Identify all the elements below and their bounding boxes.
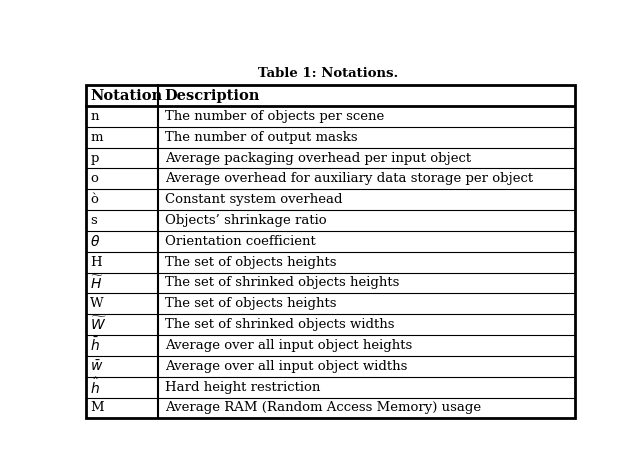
Text: Average RAM (Random Access Memory) usage: Average RAM (Random Access Memory) usage	[164, 401, 481, 415]
Text: p: p	[90, 152, 99, 164]
Text: $\theta$: $\theta$	[90, 234, 100, 249]
Text: Average overhead for auxiliary data storage per object: Average overhead for auxiliary data stor…	[164, 172, 532, 185]
Text: Description: Description	[164, 88, 260, 103]
Text: The set of objects heights: The set of objects heights	[164, 256, 336, 269]
Text: The number of output masks: The number of output masks	[164, 131, 357, 144]
Text: Average over all input object widths: Average over all input object widths	[164, 360, 407, 373]
Text: s: s	[90, 214, 97, 227]
Text: $\widetilde{W}$: $\widetilde{W}$	[90, 316, 108, 333]
Text: Average over all input object heights: Average over all input object heights	[164, 339, 412, 352]
Text: Average packaging overhead per input object: Average packaging overhead per input obj…	[164, 152, 470, 164]
Text: The set of shrinked objects heights: The set of shrinked objects heights	[164, 276, 399, 289]
Text: W: W	[90, 297, 104, 310]
Text: Constant system overhead: Constant system overhead	[164, 193, 342, 206]
Text: n: n	[90, 110, 99, 123]
Text: Objects’ shrinkage ratio: Objects’ shrinkage ratio	[164, 214, 326, 227]
Text: The set of shrinked objects widths: The set of shrinked objects widths	[164, 318, 394, 331]
Text: M: M	[90, 401, 104, 415]
Text: The set of objects heights: The set of objects heights	[164, 297, 336, 310]
Text: $\widetilde{H}$: $\widetilde{H}$	[90, 274, 104, 292]
Text: The number of objects per scene: The number of objects per scene	[164, 110, 384, 123]
Text: Hard height restriction: Hard height restriction	[164, 380, 320, 394]
Text: Orientation coefficient: Orientation coefficient	[164, 235, 316, 248]
Text: o: o	[90, 172, 98, 185]
Text: Notation: Notation	[90, 88, 163, 103]
Text: $\bar{w}$: $\bar{w}$	[90, 359, 104, 374]
Text: $\bar{h}$: $\bar{h}$	[90, 337, 100, 354]
Text: H: H	[90, 256, 102, 269]
Text: Table 1: Notations.: Table 1: Notations.	[258, 67, 398, 80]
Text: $\hat{h}$: $\hat{h}$	[90, 377, 100, 397]
Text: m: m	[90, 131, 103, 144]
Text: ò: ò	[90, 193, 98, 206]
